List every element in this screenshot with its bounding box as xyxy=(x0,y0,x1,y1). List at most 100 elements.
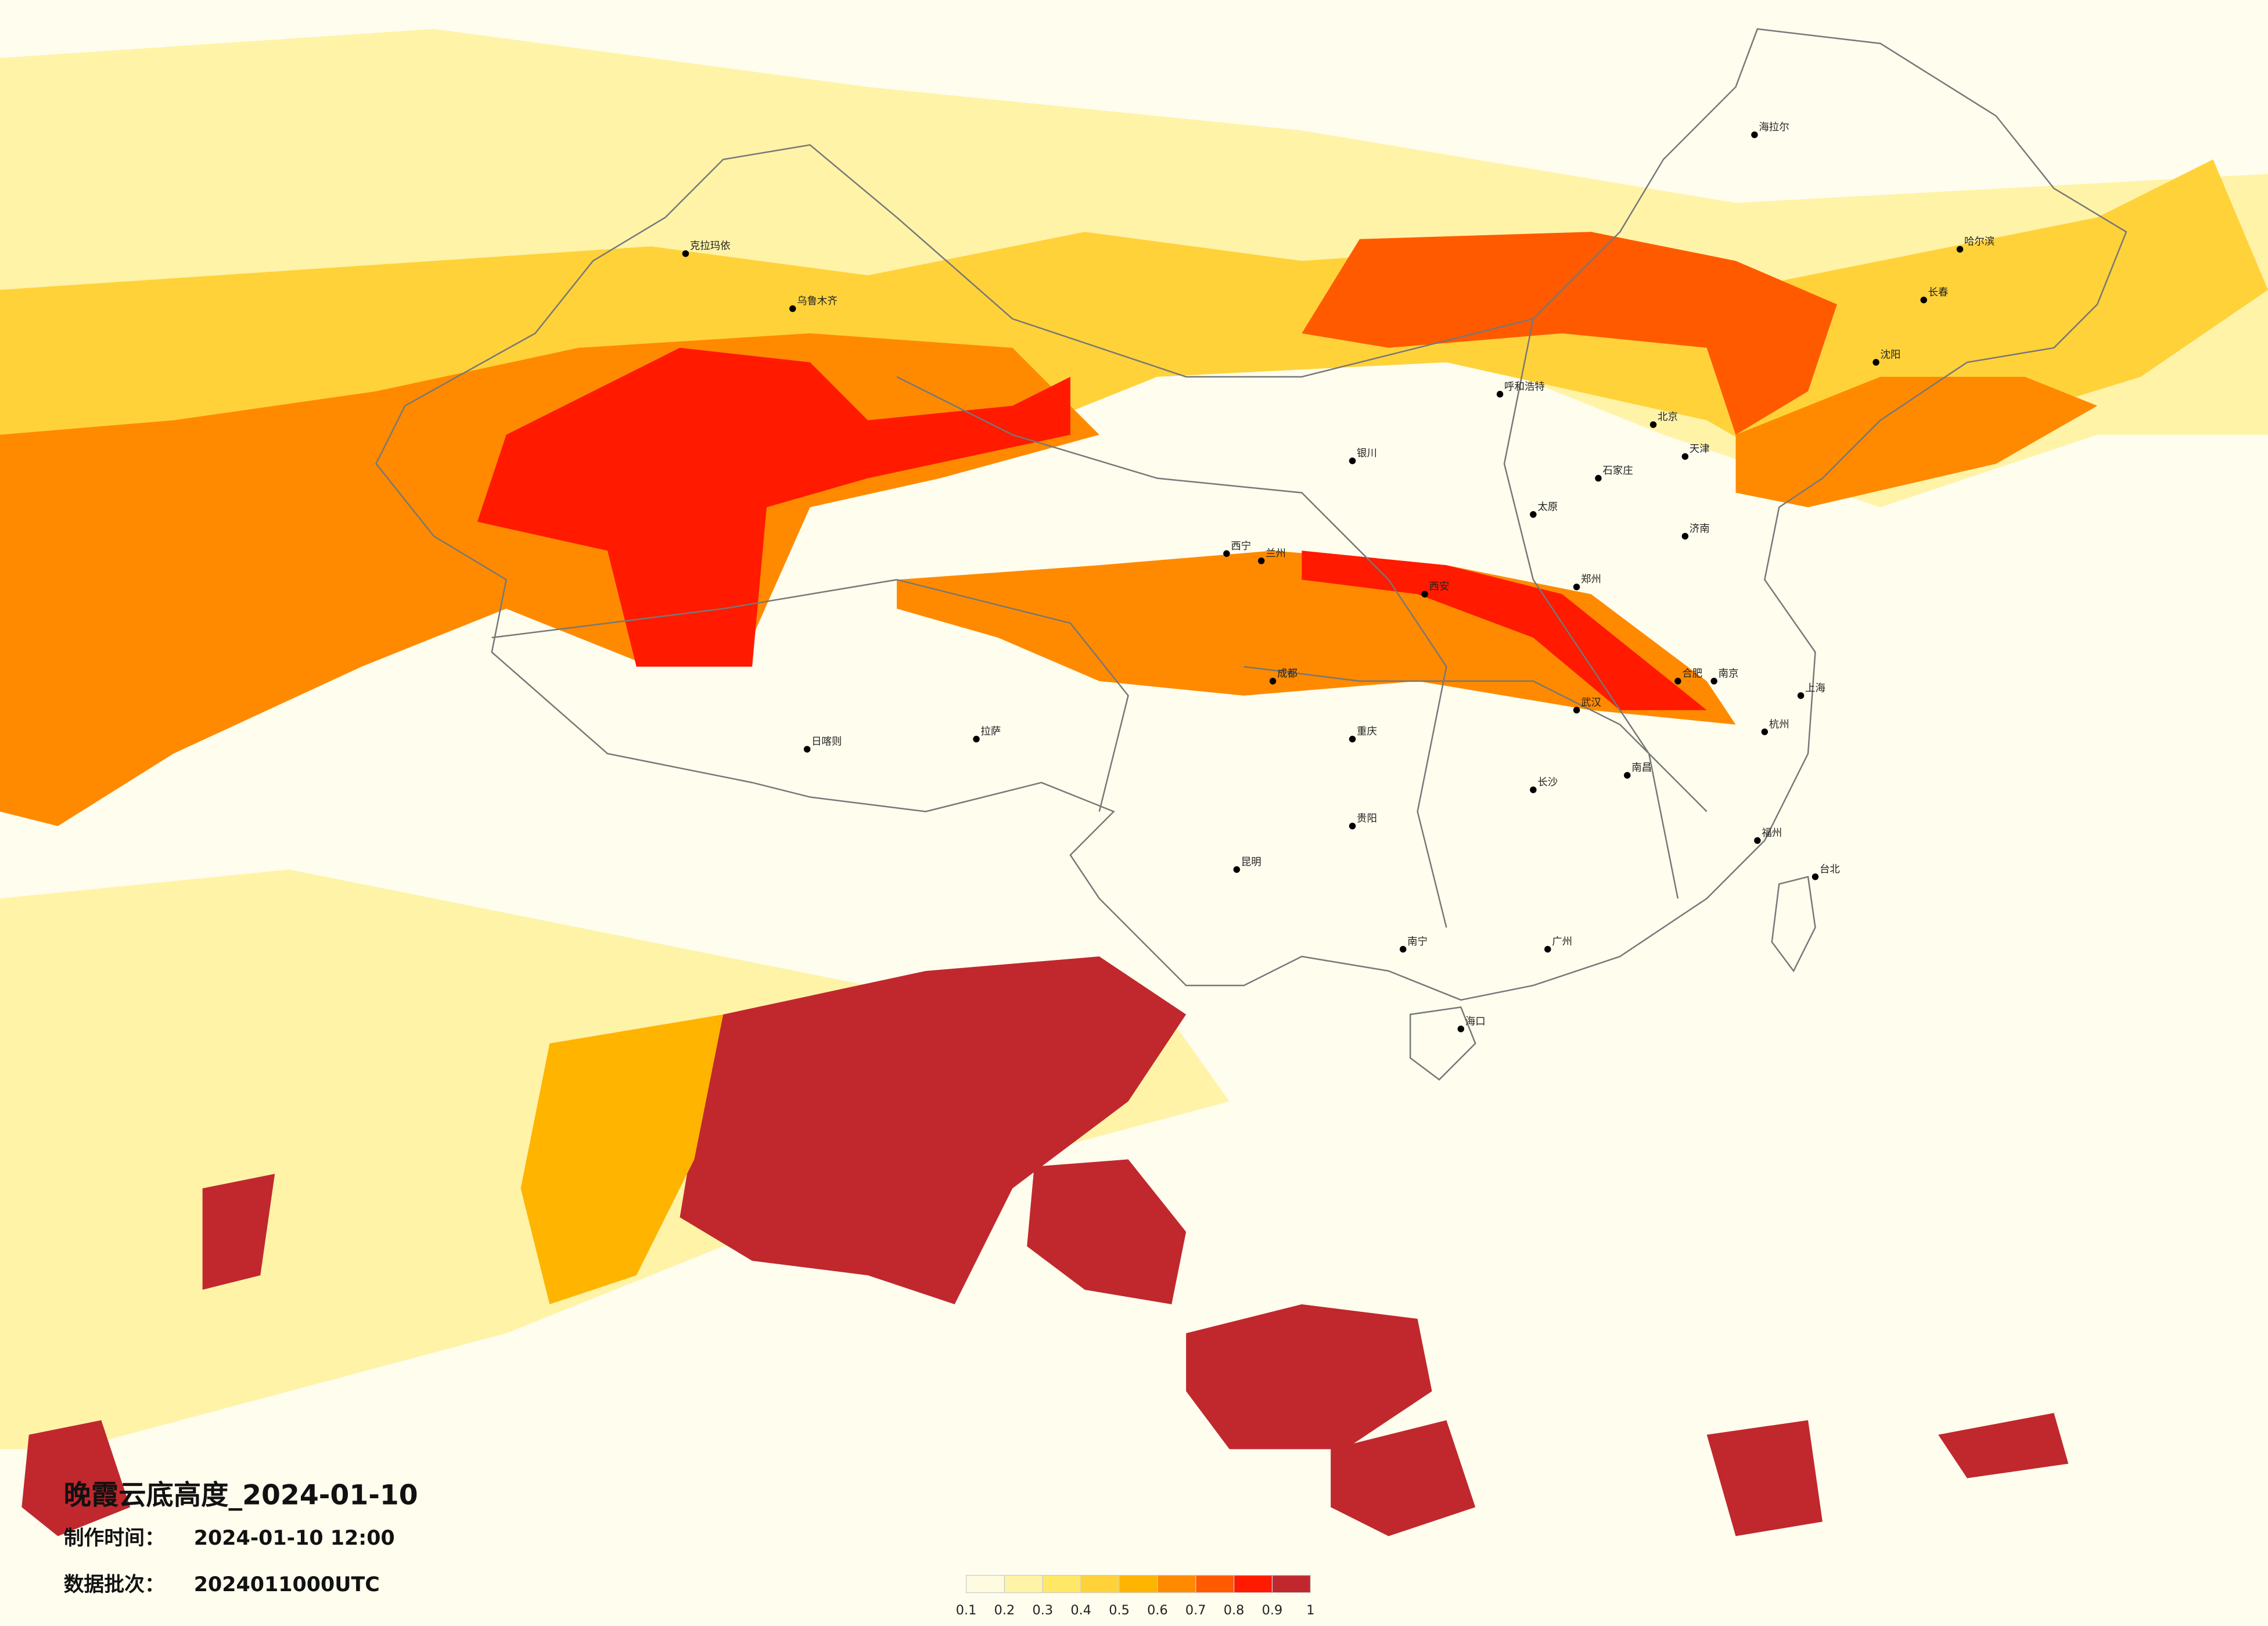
city-label: 南京 xyxy=(1719,668,1739,679)
city-dot xyxy=(1399,945,1407,953)
city-label: 哈尔滨 xyxy=(1964,236,1994,248)
city-label: 台北 xyxy=(1820,864,1840,875)
city-label: 广州 xyxy=(1552,936,1572,948)
city-dot xyxy=(1573,583,1580,591)
legend-swatch xyxy=(1157,1575,1196,1593)
city-label: 海拉尔 xyxy=(1759,122,1789,134)
city-label: 天津 xyxy=(1690,444,1710,455)
city-label: 长春 xyxy=(1928,287,1949,298)
city-dot xyxy=(1421,591,1428,598)
city-label: 兰州 xyxy=(1266,548,1286,559)
country-border xyxy=(375,28,2127,1001)
city-label: 拉萨 xyxy=(981,726,1001,738)
city-label: 昆明 xyxy=(1241,857,1261,868)
legend-swatch xyxy=(1233,1575,1273,1593)
city-dot xyxy=(1349,822,1356,830)
city-label: 上海 xyxy=(1805,682,1825,694)
city-dot xyxy=(1223,550,1230,557)
city-dot xyxy=(1710,678,1717,685)
legend-tick-label: 0.9 xyxy=(1262,1603,1283,1618)
city-label: 海口 xyxy=(1465,1016,1486,1027)
island-border xyxy=(1409,876,1816,1081)
cloud-area xyxy=(1331,1420,1476,1537)
city-label: 郑州 xyxy=(1581,574,1601,585)
city-dot xyxy=(1956,246,1964,253)
cloud-area xyxy=(202,1174,275,1290)
city-label: 贵阳 xyxy=(1357,813,1377,825)
city-label: 杭州 xyxy=(1769,719,1789,731)
city-dot xyxy=(1595,474,1602,482)
legend-tick-label: 0.5 xyxy=(1109,1603,1130,1618)
cloud-area xyxy=(1706,1420,1823,1537)
batch: 2024011000UTC xyxy=(194,1573,380,1596)
map-title: 晚霞云底高度_2024-01-10 xyxy=(64,1479,418,1511)
city-dot xyxy=(803,746,811,753)
city-label: 成都 xyxy=(1277,668,1297,679)
city-dot xyxy=(1457,1026,1465,1033)
city-label: 武汉 xyxy=(1581,697,1601,708)
legend-tick-label: 0.3 xyxy=(1033,1603,1054,1618)
city-label: 济南 xyxy=(1690,523,1710,535)
city-dot xyxy=(1349,457,1356,465)
cloud-area xyxy=(1302,551,1707,710)
city-label: 福州 xyxy=(1762,828,1782,839)
city-dot xyxy=(1674,678,1681,685)
legend-swatch xyxy=(1271,1575,1311,1593)
city-dot xyxy=(789,305,796,312)
legend-tick-label: 0.4 xyxy=(1070,1603,1091,1618)
province-border xyxy=(491,318,1708,928)
city-label: 呼和浩特 xyxy=(1504,381,1545,393)
city-dot xyxy=(973,735,980,743)
city-label: 太原 xyxy=(1537,501,1558,513)
city-dot xyxy=(1257,557,1265,564)
city-dot xyxy=(1754,837,1761,844)
city-label: 克拉玛依 xyxy=(690,240,731,252)
city-dot xyxy=(1530,511,1537,518)
city-dot xyxy=(1751,131,1758,138)
city-dot xyxy=(1530,786,1537,793)
city-dot xyxy=(1920,296,1928,304)
city-label: 重庆 xyxy=(1357,726,1377,738)
city-label: 南昌 xyxy=(1631,762,1652,774)
city-dot xyxy=(1496,391,1504,398)
city-dot xyxy=(1681,453,1689,460)
city-dot xyxy=(1269,678,1277,685)
city-label: 合肥 xyxy=(1682,668,1702,679)
city-label: 银川 xyxy=(1357,448,1377,459)
batch-label: 数据批次： xyxy=(64,1573,165,1596)
city-label: 西安 xyxy=(1429,581,1450,593)
cloud-area xyxy=(1186,1304,1432,1449)
legend-tick-label: 0.6 xyxy=(1147,1603,1168,1618)
legend: 0.1 0.2 0.3 0.4 0.5 0.6 0.7 0.8 0.9 1 xyxy=(956,1575,1314,1618)
city-dot xyxy=(1349,735,1356,743)
city-label: 北京 xyxy=(1658,412,1678,423)
cloud-area xyxy=(1027,1159,1187,1304)
city-dot xyxy=(1573,707,1580,714)
city-dot xyxy=(1544,945,1551,953)
legend-swatch xyxy=(1004,1575,1043,1593)
legend-swatch xyxy=(1119,1575,1158,1593)
city-label: 石家庄 xyxy=(1602,465,1633,477)
city-dot xyxy=(1681,533,1689,540)
cloud-field xyxy=(0,28,2268,1537)
city-label: 南宁 xyxy=(1407,936,1428,948)
city-dot xyxy=(1811,873,1819,880)
cloud-area xyxy=(680,956,1187,1304)
cloud-area xyxy=(1938,1413,2069,1478)
city-label: 沈阳 xyxy=(1881,349,1901,361)
made-label: 制作时间： xyxy=(64,1527,165,1550)
legend-tick-label: 0.2 xyxy=(994,1603,1015,1618)
cloud-area xyxy=(1302,232,1837,435)
city-dot xyxy=(1872,359,1879,366)
legend-tick-label: 0.8 xyxy=(1224,1603,1245,1618)
legend-swatch xyxy=(1042,1575,1081,1593)
cloud-area xyxy=(21,1420,131,1537)
city-label: 乌鲁木齐 xyxy=(797,296,838,307)
cloud-area xyxy=(520,1014,724,1304)
legend-tick-label: 1 xyxy=(1306,1603,1314,1618)
city-label: 日喀则 xyxy=(811,736,842,748)
city-dot xyxy=(682,250,689,257)
cloud-area xyxy=(477,347,1070,667)
